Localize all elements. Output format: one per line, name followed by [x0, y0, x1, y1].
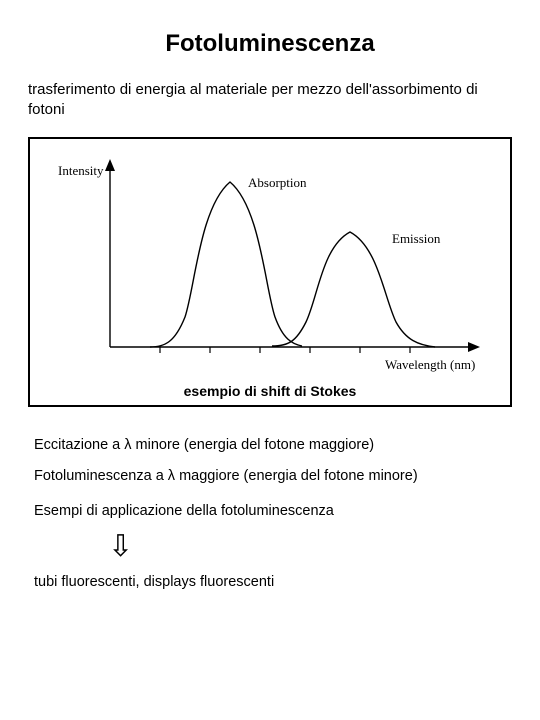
page-title: Fotoluminescenza [28, 30, 512, 58]
chart-caption: esempio di shift di Stokes [34, 383, 506, 399]
excitation-text: Eccitazione a λ minore (energia del foto… [28, 435, 512, 456]
arrow-down-icon: ⇩ [108, 530, 133, 563]
y-axis-label: Intensity [58, 163, 104, 178]
applications-heading: Esempi di applicazione della fotolumines… [28, 501, 512, 522]
photoluminescence-text: Fotoluminescenza a λ maggiore (energia d… [28, 466, 512, 487]
subtitle-text: trasferimento di energia al materiale pe… [28, 80, 512, 121]
x-axis-label: Wavelength (nm) [385, 357, 475, 372]
examples-text: tubi fluorescenti, displays fluorescenti [28, 572, 512, 593]
emission-label: Emission [392, 231, 441, 246]
chart-container: Intensity Wavelength (nm) Absorption Emi… [28, 137, 512, 407]
spectrum-chart: Intensity Wavelength (nm) Absorption Emi… [40, 147, 500, 377]
absorption-label: Absorption [248, 175, 307, 190]
down-arrow: ⇩ [28, 532, 512, 562]
